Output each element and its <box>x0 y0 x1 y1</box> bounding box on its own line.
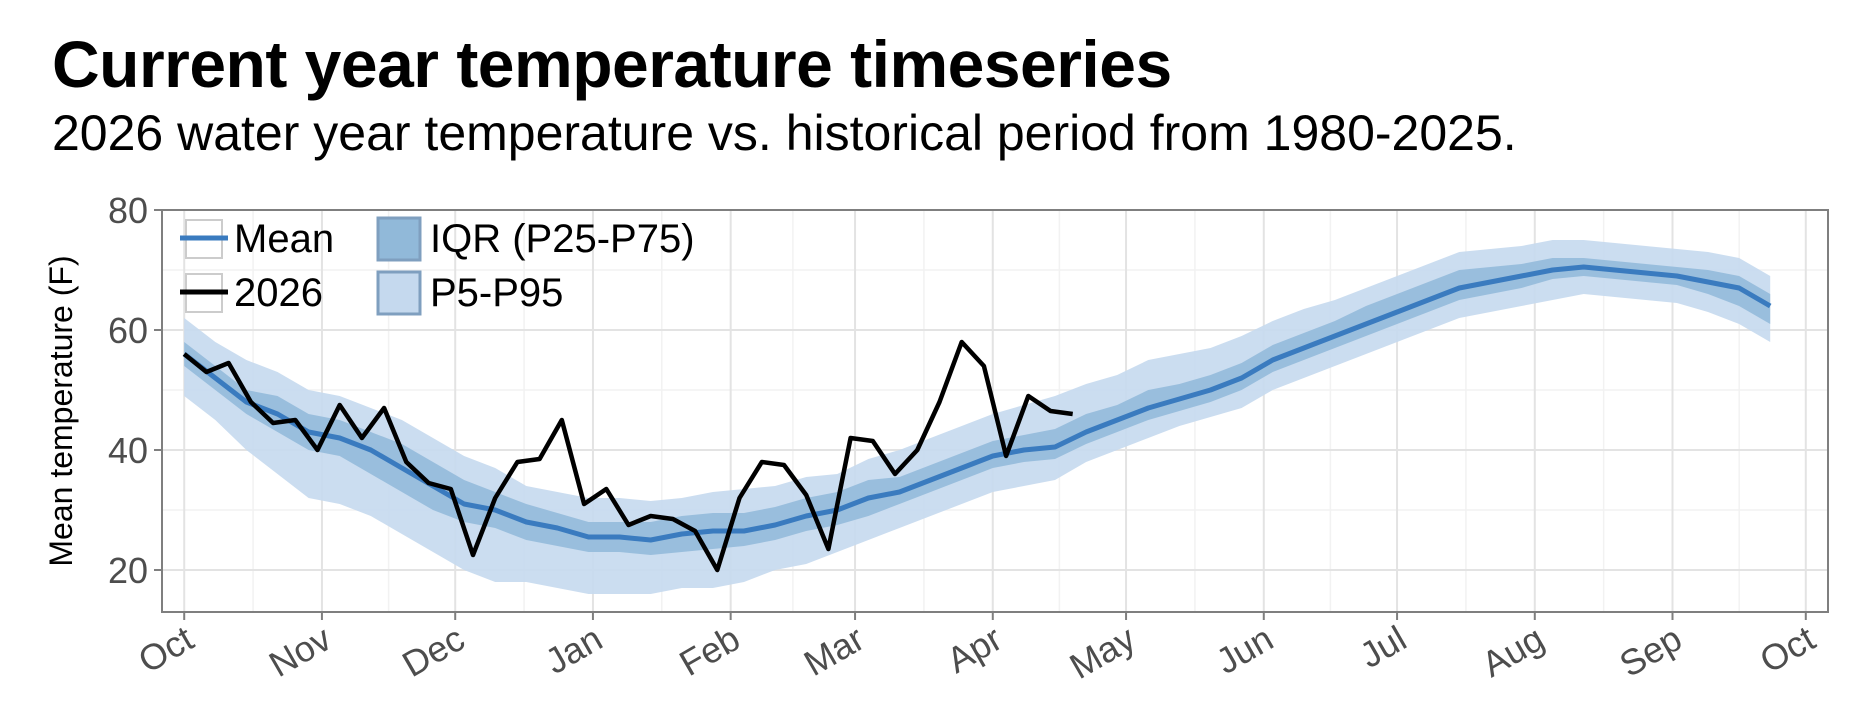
x-tick-label: Mar <box>797 617 871 684</box>
legend-item-mean: Mean <box>180 217 334 261</box>
legend-item-iqr-p25-p75: IQR (P25-P75) <box>376 216 695 262</box>
legend-label: 2026 <box>234 271 323 315</box>
chart-title: Current year temperature timeseries <box>52 27 1172 101</box>
legend-item-2026: 2026 <box>180 271 323 315</box>
legend-label: P5-P95 <box>430 271 563 315</box>
x-tick-label: Dec <box>395 617 471 685</box>
plot-frame <box>161 209 1829 613</box>
y-tick-label: 80 <box>108 190 148 231</box>
mean-line <box>182 264 1772 543</box>
x-tick-label: May <box>1063 617 1142 687</box>
chart-subtitle: 2026 water year temperature vs. historic… <box>52 105 1517 161</box>
series-lines <box>182 264 1772 573</box>
series-line-2026 <box>182 339 1074 573</box>
x-tick-label: Nov <box>262 617 338 685</box>
percentile-bands <box>184 240 1771 594</box>
y-tick-label: 40 <box>108 430 148 471</box>
x-tick-label: Jun <box>1209 617 1280 682</box>
x-tick-label: Jul <box>1353 617 1413 676</box>
legend-key-3 <box>376 270 422 316</box>
y-axis-label: Mean temperature (F) <box>43 255 79 566</box>
y-tick-label: 60 <box>108 310 148 351</box>
x-tick-label: Oct <box>131 617 200 681</box>
legend-label: Mean <box>234 217 334 261</box>
y-axis: 20 40 60 80 <box>108 190 162 591</box>
legend-key-1 <box>376 216 422 262</box>
y-tick-label: 20 <box>108 550 148 591</box>
x-tick-label: Apr <box>940 617 1009 681</box>
p5-p95-band <box>184 240 1771 594</box>
x-tick-label: Feb <box>672 617 746 684</box>
x-tick-label: Aug <box>1475 617 1551 685</box>
legend-label: IQR (P25-P75) <box>430 217 695 261</box>
x-tick-label: Sep <box>1613 617 1689 685</box>
legend-item-p5-p95: P5-P95 <box>376 270 563 316</box>
x-tick-label: Oct <box>1753 617 1822 681</box>
x-axis: Oct Nov Dec Jan Feb Mar Apr May Jun Jul Aug Sep Oct <box>131 612 1822 687</box>
x-tick-label: Jan <box>538 617 609 682</box>
legend: Mean IQR (P25-P75) 2026 P5-P95 <box>180 216 695 316</box>
iqr-band <box>184 258 1771 555</box>
